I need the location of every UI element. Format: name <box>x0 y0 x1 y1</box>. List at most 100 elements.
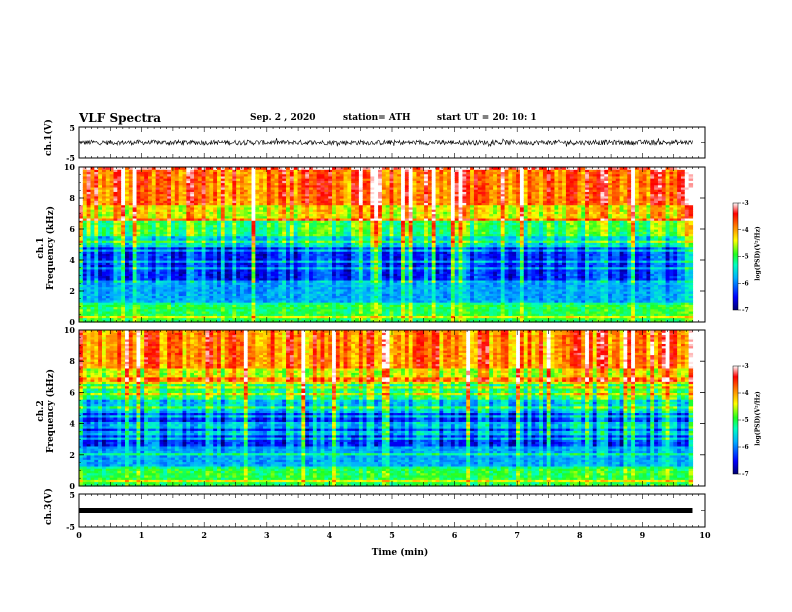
spectrogram-cell <box>201 284 207 288</box>
spectrogram-cell <box>105 275 111 279</box>
spectrogram-cell <box>286 291 291 294</box>
spectrogram-cell <box>102 242 107 246</box>
spectrogram-cell <box>243 268 249 272</box>
spectrogram-cell <box>201 248 207 252</box>
spectrogram-cell <box>247 262 253 266</box>
spectrogram-cell <box>243 233 249 237</box>
spectrogram-cell <box>263 175 268 179</box>
spectrogram-cell <box>228 257 233 261</box>
spectrogram-cell <box>113 186 118 190</box>
spectrogram-cell <box>190 198 195 201</box>
spectrogram-cell <box>79 195 84 199</box>
spectrogram-cell <box>128 315 134 319</box>
spectrogram-cell <box>270 286 276 290</box>
spectrogram-cell <box>136 248 141 252</box>
spectrogram-cell <box>121 313 126 316</box>
spectrogram-cell <box>86 286 92 290</box>
spectrogram-cell <box>201 178 207 181</box>
spectrogram-cell <box>163 180 168 184</box>
spectrogram-cell <box>125 217 130 221</box>
spectrogram-cell <box>243 246 249 250</box>
spectrogram-cell <box>205 191 210 195</box>
spectrogram-cell <box>213 231 218 235</box>
spectrogram-cell <box>90 189 95 192</box>
spectrogram-cell <box>94 286 99 290</box>
spectrogram-cell <box>293 251 299 254</box>
spectrogram-cell <box>289 306 295 310</box>
spectrogram-cell <box>197 204 203 208</box>
spectrogram-cell <box>217 246 222 250</box>
spectrogram-cell <box>94 273 99 277</box>
spectrogram-cell <box>251 315 256 319</box>
spectrogram-cell <box>155 288 161 292</box>
spectrogram-cell <box>148 299 153 303</box>
spectrogram-cell <box>155 229 161 232</box>
spectrogram-cell <box>140 288 145 292</box>
spectrogram-cell <box>217 233 222 237</box>
spectrogram-cell <box>86 277 92 281</box>
spectrogram-cell <box>274 209 279 212</box>
spectrogram-cell <box>90 248 95 252</box>
spectrogram-cell <box>255 244 260 248</box>
spectrogram-cell <box>266 182 272 186</box>
spectrogram-cell <box>224 182 230 186</box>
spectrogram-cell <box>286 297 291 301</box>
spectrogram-cell <box>293 313 299 316</box>
spectrogram-cell <box>201 175 207 179</box>
spectrogram-cell <box>289 217 295 221</box>
spectrogram-cell <box>155 248 161 252</box>
spectrogram-cell <box>201 295 207 299</box>
spectrogram-cell <box>144 217 149 221</box>
spectrogram-cell <box>297 282 302 285</box>
spectrogram-cell <box>293 235 299 239</box>
spectrogram-cell <box>113 191 118 195</box>
spectrogram-cell <box>255 293 260 297</box>
spectrogram-cell <box>113 220 118 223</box>
spectrogram-cell <box>263 237 268 241</box>
spectrogram-cell <box>278 268 283 272</box>
spectrogram-cell <box>79 213 84 217</box>
spectrogram-cell <box>297 191 302 195</box>
spectrogram-cell <box>224 222 230 226</box>
spectrogram-cell <box>255 260 260 263</box>
spectrogram-cell <box>128 195 134 199</box>
spectrogram-cell <box>270 293 276 297</box>
spectrogram-cell <box>174 291 180 294</box>
spectrogram-cell <box>213 222 218 226</box>
spectrogram-cell <box>98 277 103 281</box>
spectrogram-cell <box>90 253 95 257</box>
spectrogram-cell <box>228 275 233 279</box>
spectrogram-cell <box>174 304 180 308</box>
spectrogram-cell <box>309 186 314 190</box>
spectrogram-cell <box>121 262 126 266</box>
spectrogram-cell <box>86 198 92 201</box>
spectrogram-cell <box>259 206 264 210</box>
spectrogram-cell <box>163 260 168 263</box>
spectrogram-cell <box>217 195 222 199</box>
spectrogram-cell <box>171 237 176 241</box>
spectrogram-cell <box>312 291 318 294</box>
spectrogram-cell <box>113 255 118 259</box>
spectrogram-cell <box>178 299 184 303</box>
spectrogram-cell <box>220 302 226 305</box>
spectrogram-cell <box>293 211 299 215</box>
spectrogram-cell <box>79 209 84 212</box>
spectrogram-cell <box>90 308 95 312</box>
spectrogram-cell <box>132 186 138 190</box>
spectrogram-cell <box>140 191 145 195</box>
spectrogram-cell <box>128 220 134 223</box>
spectrogram-cell <box>117 180 122 184</box>
spectrogram-cell <box>309 266 314 270</box>
spectrogram-cell <box>251 167 256 170</box>
spectrogram-cell <box>171 180 176 184</box>
spectrogram-cell <box>228 246 233 250</box>
spectrogram-cell <box>259 268 264 272</box>
spectrogram-cell <box>174 237 180 241</box>
spectrogram-cell <box>190 295 195 299</box>
spectrogram-cell <box>194 226 199 230</box>
spectrogram-cell <box>190 262 195 266</box>
spectrogram-cell <box>171 286 176 290</box>
spectrogram-cell <box>132 215 138 219</box>
spectrogram-cell <box>125 310 130 314</box>
spectrogram-cell <box>125 209 130 212</box>
